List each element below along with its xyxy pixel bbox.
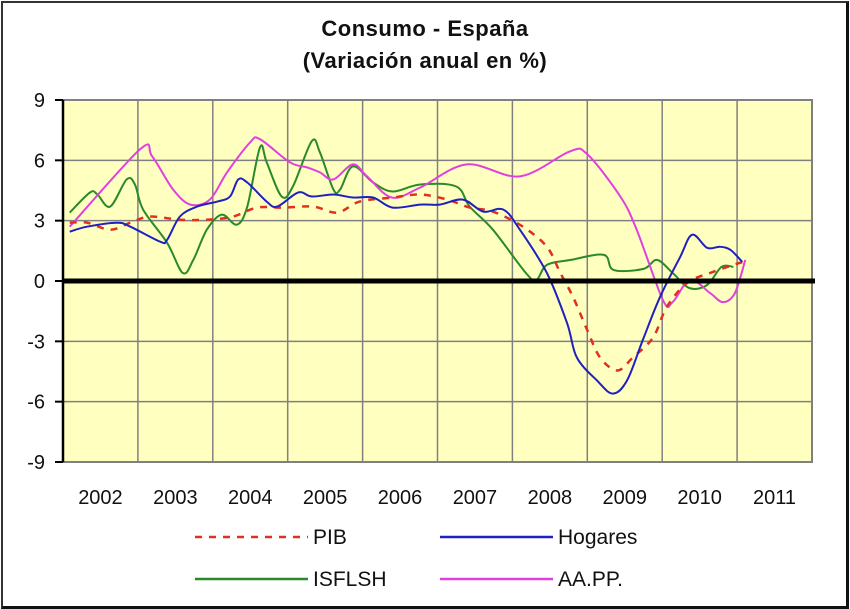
x-tick-label: 2006 [378,487,423,509]
x-tick-label: 2007 [453,487,498,509]
x-tick-label: 2003 [153,487,198,509]
series-line-pib [69,193,744,372]
x-tick-label: 2002 [78,487,123,509]
series-line-isflsh [69,138,734,290]
y-tick-label: 9 [34,90,45,112]
y-tick-label: -6 [27,392,45,414]
legend-label: ISFLSH [313,568,387,591]
y-tick-label: -3 [27,331,45,353]
x-tick-label: 2011 [753,487,796,509]
legend-item: Hogares [440,526,637,549]
chart-subtitle: (Variación anual en %) [302,48,548,73]
x-tick-label: 2004 [228,487,273,509]
chart-title: Consumo - España [321,16,529,41]
legend-item: AA.PP. [440,568,623,591]
y-tick-label: -9 [27,452,45,474]
legend-item: PIB [195,526,347,549]
series-line-hogares [69,177,744,395]
y-tick-label: 6 [34,150,45,172]
legend-label: Hogares [558,526,637,549]
legend-label: PIB [313,526,347,549]
legend-label: AA.PP. [558,568,623,591]
y-tick-label: 0 [34,271,45,293]
y-tick-label: 3 [34,211,45,233]
x-tick-label: 2010 [677,487,722,509]
x-tick-label: 2008 [528,487,573,509]
x-tick-label: 2009 [603,487,648,509]
legend-item: ISFLSH [195,568,387,591]
x-tick-label: 2005 [303,487,348,509]
